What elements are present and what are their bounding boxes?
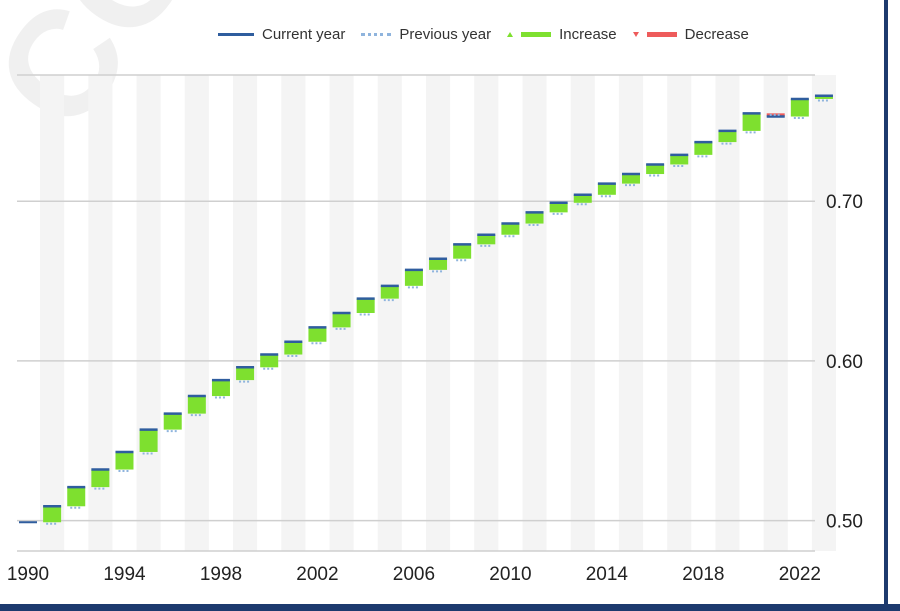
increase-bar <box>236 367 255 381</box>
x-tick-label: 1994 <box>103 564 146 585</box>
x-tick-label: 1998 <box>200 564 242 585</box>
column-band <box>667 75 692 551</box>
increase-bar <box>67 487 86 507</box>
increase-bar <box>718 130 737 143</box>
increase-bar <box>404 269 423 286</box>
increase-bar <box>187 396 206 414</box>
x-tick-label: 1990 <box>7 564 49 585</box>
window-border-bottom <box>0 604 900 611</box>
y-axis-ticks: 0.50 0.60 0.70 <box>826 192 863 532</box>
column-band <box>763 75 788 551</box>
bars <box>19 94 833 525</box>
increase-bar <box>43 506 62 523</box>
column-band <box>377 75 402 551</box>
increase-bar <box>163 413 182 430</box>
increase-bar <box>501 223 520 235</box>
legend: Current year Previous year Increase Decr… <box>218 26 757 43</box>
window-border-right <box>884 0 888 611</box>
increase-bar <box>356 298 375 313</box>
increase-bar <box>380 285 399 299</box>
increase-bar <box>211 380 230 397</box>
increase-bar <box>549 202 568 213</box>
legend-label: Previous year <box>399 26 492 43</box>
x-tick-label: 2022 <box>779 564 821 585</box>
legend-label: Current year <box>262 26 346 43</box>
y-tick-label: 0.70 <box>826 192 863 213</box>
x-tick-label: 2010 <box>489 564 531 585</box>
column-band <box>570 75 595 551</box>
y-tick-label: 0.50 <box>826 512 863 533</box>
increase-bar <box>477 234 496 245</box>
increase-bar <box>260 354 279 368</box>
triangle-down-icon <box>632 32 639 37</box>
x-tick-label: 2018 <box>682 564 724 585</box>
x-tick-label: 2014 <box>586 564 629 585</box>
increase-bar <box>814 95 833 99</box>
decrease-swatch <box>646 32 677 37</box>
column-bands <box>40 75 837 551</box>
increase-bar <box>694 142 713 155</box>
increase-bar <box>115 451 134 470</box>
legend-label: Increase <box>559 26 617 43</box>
legend-increase[interactable]: Increase <box>507 26 617 43</box>
increase-bar <box>91 469 110 488</box>
increase-bar <box>597 183 616 195</box>
increase-bar <box>332 313 351 328</box>
increase-bar <box>429 258 448 270</box>
column-band <box>715 75 740 551</box>
increase-bar <box>284 341 303 355</box>
increase-bar <box>790 98 809 117</box>
column-band <box>233 75 258 551</box>
increase-bar <box>742 113 761 131</box>
triangle-up-icon <box>507 32 514 37</box>
column-band <box>40 75 65 551</box>
previous-year-swatch <box>361 33 392 36</box>
column-band <box>811 75 837 551</box>
legend-previous-year[interactable]: Previous year <box>361 26 491 43</box>
legend-current-year[interactable]: Current year <box>218 26 345 43</box>
column-band <box>281 75 306 551</box>
column-band <box>425 75 451 551</box>
column-band <box>184 75 209 551</box>
x-tick-label: 2006 <box>393 564 435 585</box>
gridlines <box>17 74 815 552</box>
increase-bar <box>573 194 592 203</box>
column-band <box>136 75 161 551</box>
increase-swatch <box>521 32 552 37</box>
increase-bar <box>622 174 640 184</box>
column-band <box>474 75 499 551</box>
legend-label: Decrease <box>684 26 749 43</box>
x-tick-label: 2002 <box>296 564 338 585</box>
increase-bar <box>308 327 327 342</box>
increase-bar <box>453 244 472 259</box>
column-band <box>522 75 547 551</box>
y-tick-label: 0.60 <box>826 352 863 373</box>
increase-bar <box>525 212 544 224</box>
legend-decrease[interactable]: Decrease <box>632 26 749 43</box>
current-year-swatch <box>218 33 254 36</box>
x-axis-ticks: 1990 1994 1998 2002 2006 2010 2014 2018 2022 <box>7 564 821 585</box>
increase-bar <box>139 429 158 452</box>
increase-bar <box>646 164 665 175</box>
increase-bar <box>670 154 689 165</box>
column-band <box>618 75 644 551</box>
